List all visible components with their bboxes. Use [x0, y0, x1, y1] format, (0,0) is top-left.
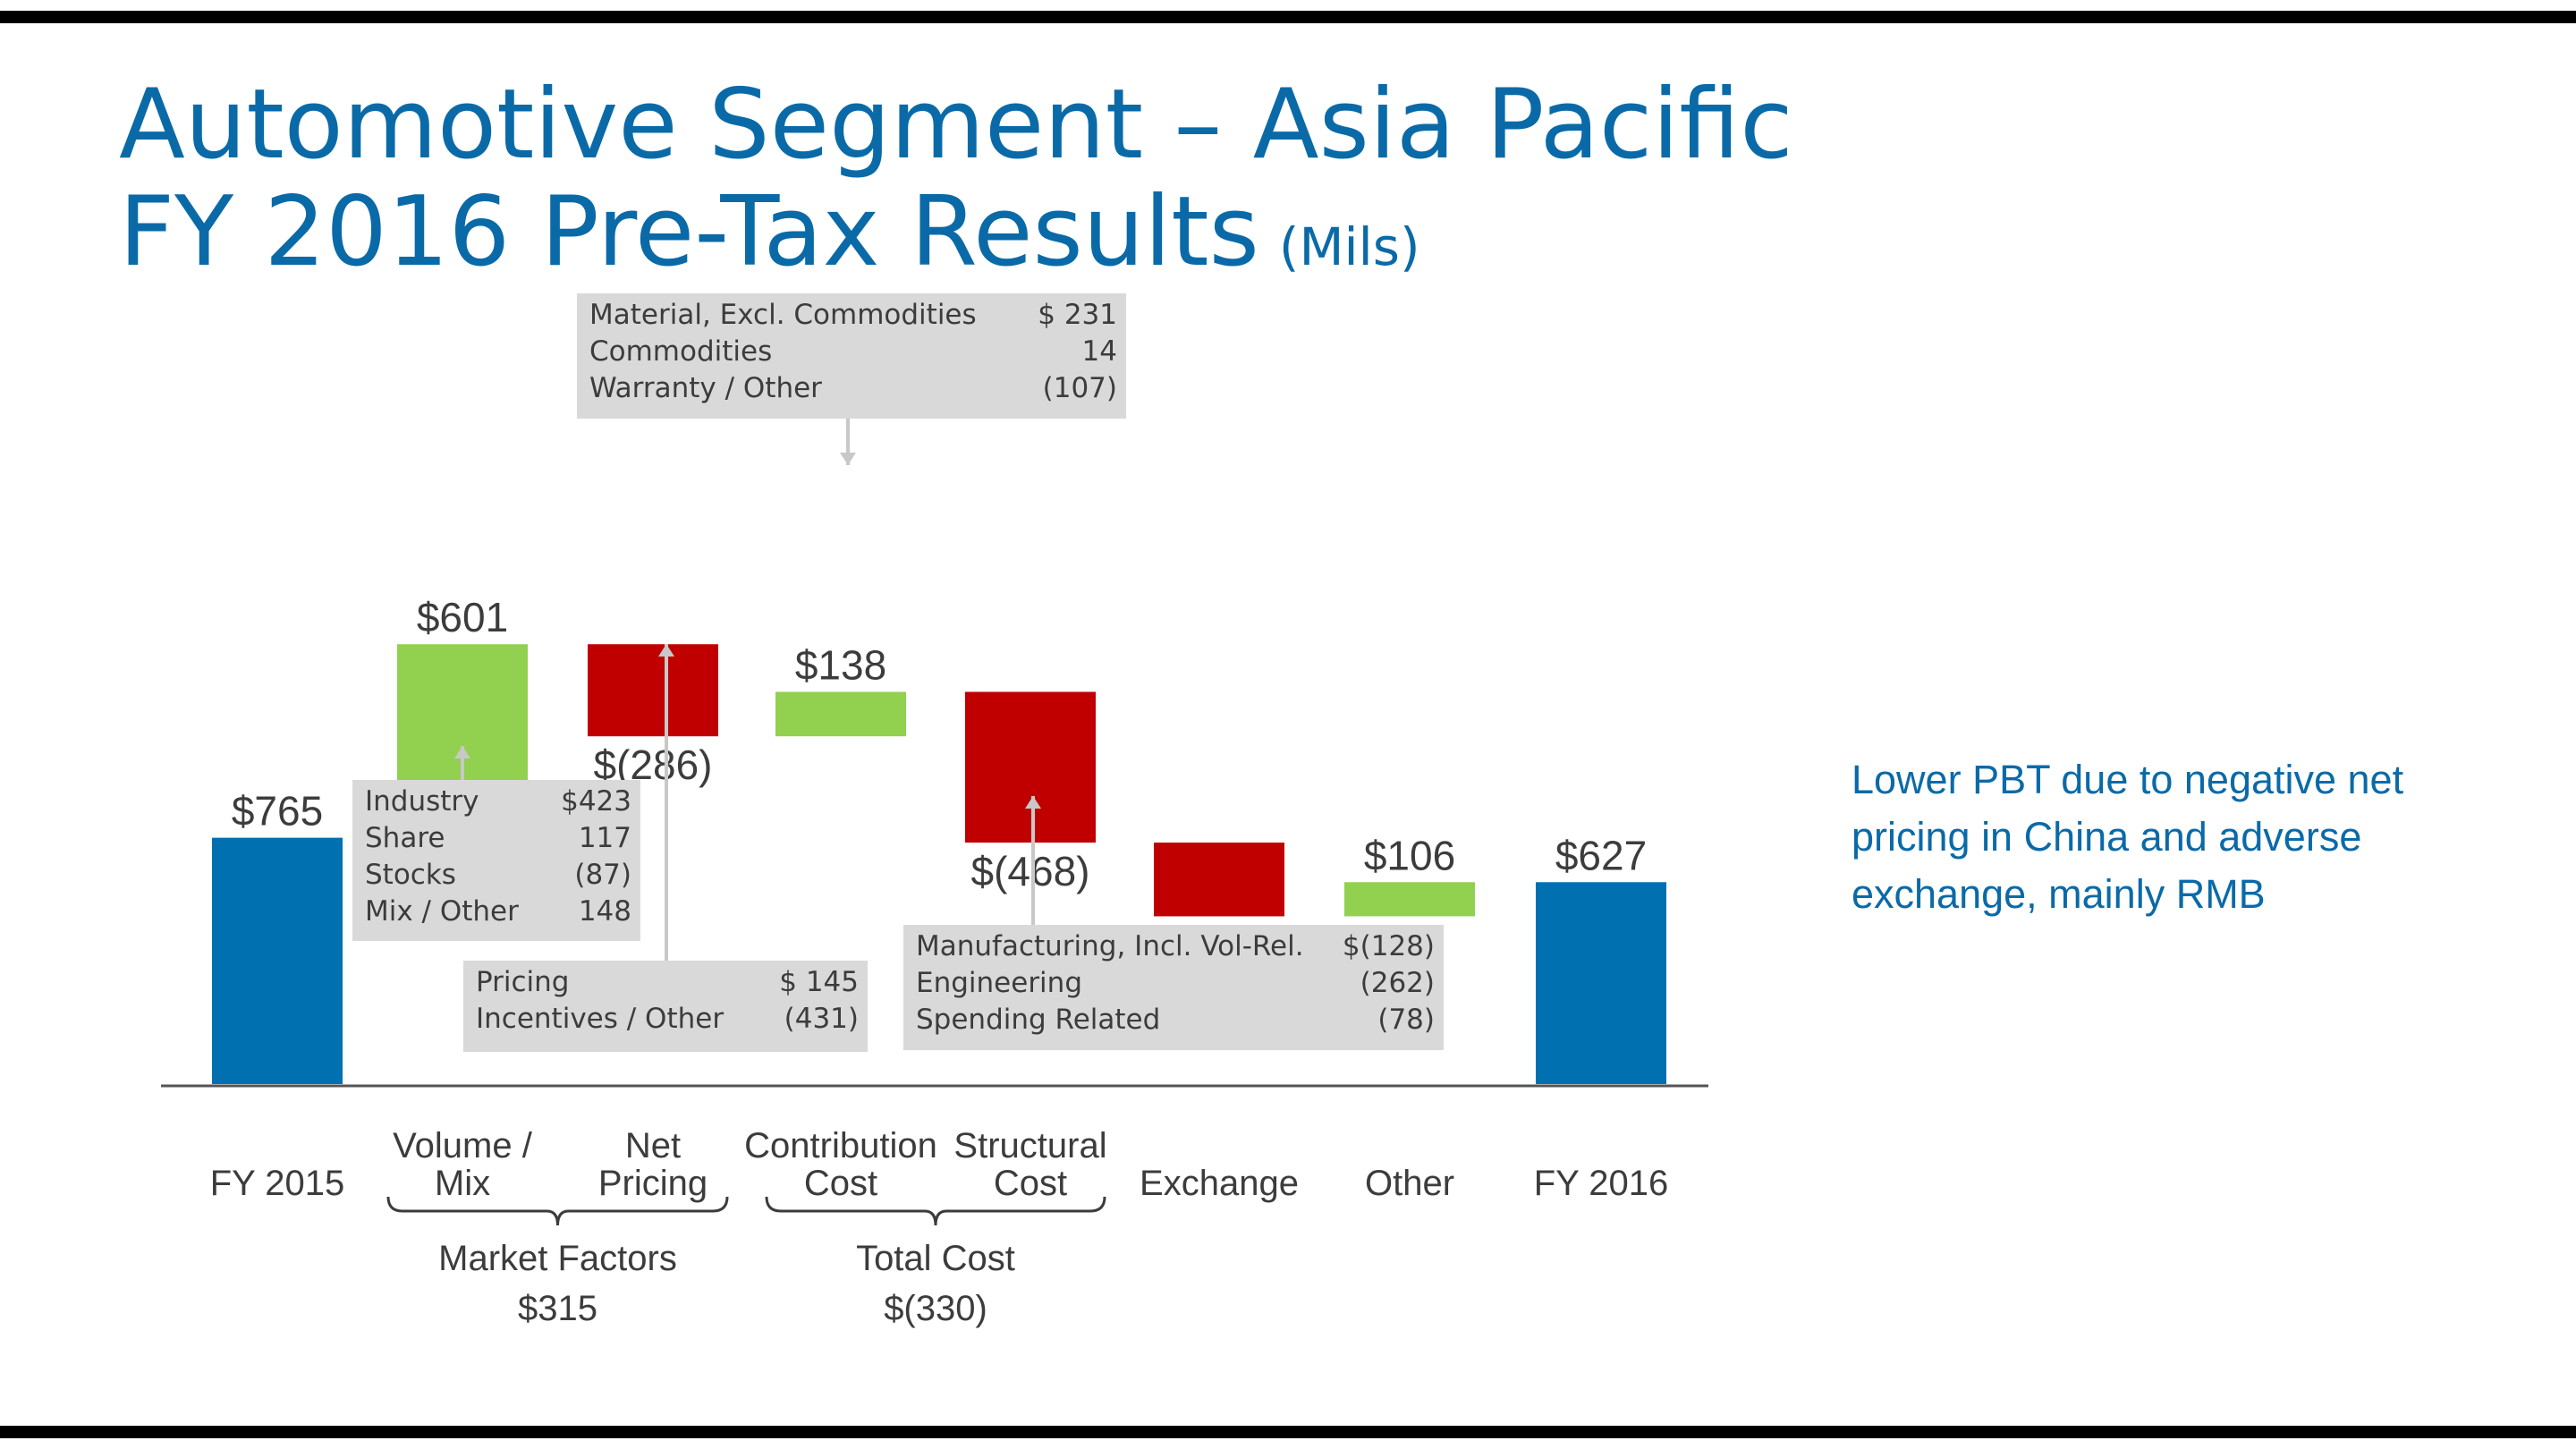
note-label: Pricing [476, 966, 570, 998]
note-row: Warranty / Other (107) [577, 370, 1126, 407]
arrow-contribution-cost-head [840, 453, 856, 465]
note-value: (262) [1360, 967, 1435, 999]
summary-text: Lower PBT due to negative net pricing in… [1852, 757, 2404, 917]
group-total-0: $315 [518, 1289, 597, 1328]
title-line-2: FY 2016 Pre-Tax Results [119, 176, 1259, 288]
note-value: $(128) [1342, 930, 1435, 962]
arrow-structural-cost-head [1025, 796, 1041, 809]
note-label: Incentives / Other [476, 1003, 724, 1035]
value-label-3: $138 [795, 642, 886, 689]
note-label: Warranty / Other [589, 372, 822, 404]
note-label: Manufacturing, Incl. Vol-Rel. [916, 930, 1304, 962]
note-row: Share 117 [352, 820, 640, 857]
page-subtitle: FY 2016 Pre-Tax Results (Mils) [119, 179, 1420, 301]
category-label-0: FY 2015 [210, 1164, 345, 1203]
note-value: (431) [784, 1003, 859, 1035]
note-value: (87) [574, 859, 631, 891]
page-title: Automotive Segment – Asia Pacific [119, 72, 1793, 179]
category-label-2-1: Pricing [598, 1164, 708, 1203]
note-label: Spending Related [916, 1004, 1161, 1036]
note-row: Pricing $ 145 [463, 964, 868, 1001]
value-label-7: $627 [1555, 832, 1647, 878]
note-label: Industry [365, 785, 479, 818]
arrow-volume-mix-head [454, 746, 470, 758]
top-border [0, 11, 2576, 23]
bar-2 [588, 644, 718, 737]
category-label-5: Exchange [1140, 1164, 1299, 1203]
value-label-4: $(468) [971, 848, 1090, 894]
bar-6 [1344, 882, 1475, 917]
group-brace-0 [386, 1196, 729, 1226]
note-volume-mix: Industry $423 Share 117 Stocks (87) Mix / Othe… [352, 780, 640, 941]
note-contribution-cost: Material, Excl. Commodities $ 231 Commodit… [577, 293, 1126, 419]
note-label: Stocks [365, 859, 456, 891]
title-line-1: Automotive Segment – Asia Pacific [119, 69, 1793, 181]
category-label-1-1: Mix [435, 1164, 490, 1203]
bottom-border [0, 1426, 2576, 1438]
note-value: (107) [1042, 372, 1117, 404]
category-label-7: FY 2016 [1534, 1164, 1669, 1203]
bar-0 [212, 837, 343, 1084]
arrow-net-pricing-head [658, 644, 674, 657]
category-label-3-1: Cost [804, 1164, 877, 1203]
note-value: (78) [1377, 1004, 1435, 1036]
title-units: (Mils) [1278, 216, 1420, 277]
category-label-2-0: Net [625, 1126, 681, 1165]
bar-7 [1536, 882, 1666, 1084]
value-label-0: $765 [232, 788, 323, 835]
note-value: $423 [561, 785, 631, 818]
bar-5 [1154, 843, 1284, 917]
note-label: Share [365, 822, 445, 854]
note-value: 117 [578, 822, 631, 854]
category-label-3-0: Contribution [744, 1126, 937, 1165]
category-label-4-0: Structural [953, 1126, 1106, 1165]
note-row: Spending Related (78) [903, 1002, 1444, 1038]
bar-3 [775, 691, 906, 737]
value-label-6: $106 [1364, 832, 1455, 878]
note-row: Stocks (87) [352, 857, 640, 894]
note-value: $ 231 [1038, 299, 1117, 331]
group-name-0: Market Factors [438, 1239, 677, 1278]
category-label-6: Other [1365, 1164, 1454, 1203]
note-row: Material, Excl. Commodities $ 231 [577, 297, 1126, 334]
note-row: Mix / Other 148 [352, 894, 640, 930]
group-total-1: $(330) [884, 1289, 987, 1328]
note-value: 148 [578, 895, 631, 928]
note-structural-cost: Manufacturing, Incl. Vol-Rel. $(128) Engin… [903, 925, 1444, 1050]
value-label-1: $601 [417, 594, 508, 640]
bar-4 [965, 691, 1096, 843]
note-row: Manufacturing, Incl. Vol-Rel. $(128) [903, 928, 1444, 965]
note-row: Incentives / Other (431) [463, 1001, 868, 1038]
note-label: Material, Excl. Commodities [589, 299, 977, 331]
note-row: Commodities 14 [577, 334, 1126, 370]
note-label: Mix / Other [365, 895, 519, 928]
category-label-4-1: Cost [994, 1164, 1067, 1203]
note-net-pricing: Pricing $ 145 Incentives / Other (431) [463, 961, 868, 1052]
note-row: Industry $423 [352, 784, 640, 820]
note-label: Engineering [916, 967, 1082, 999]
group-name-1: Total Cost [856, 1239, 1015, 1278]
note-value: 14 [1081, 335, 1117, 368]
note-row: Engineering (262) [903, 965, 1444, 1002]
note-value: $ 145 [779, 966, 859, 998]
group-brace-1 [765, 1196, 1106, 1226]
category-label-1-0: Volume / [393, 1126, 533, 1165]
note-label: Commodities [589, 335, 773, 368]
